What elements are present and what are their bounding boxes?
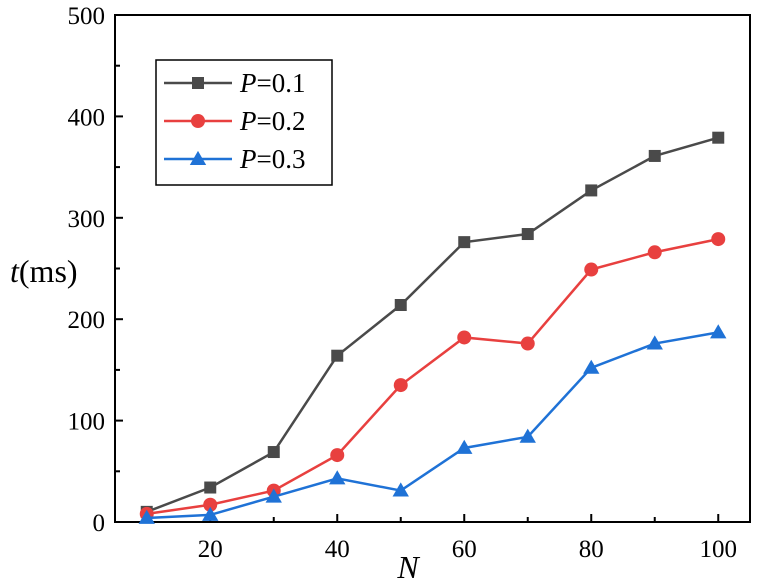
series-line bbox=[146, 331, 719, 520]
y-tick-label: 500 bbox=[68, 3, 106, 30]
y-tick-label: 200 bbox=[68, 307, 106, 334]
y-tick-label: 400 bbox=[68, 104, 106, 131]
data-point bbox=[265, 488, 282, 503]
data-point bbox=[519, 428, 536, 443]
data-point bbox=[392, 482, 409, 497]
data-point bbox=[394, 299, 407, 312]
legend-label-italic: P bbox=[239, 68, 257, 98]
series-line bbox=[146, 136, 719, 514]
legend-label: P=0.1 bbox=[239, 68, 305, 98]
data-point bbox=[585, 184, 598, 197]
x-tick-label: 60 bbox=[452, 536, 477, 563]
axes: 0 100 200 300 400 500 20 40 60 80 100 bbox=[68, 3, 751, 563]
x-tick-label: 80 bbox=[579, 536, 604, 563]
y-tick-label: 0 bbox=[93, 510, 106, 537]
legend-label-italic: P bbox=[239, 106, 257, 136]
data-point bbox=[521, 228, 534, 241]
y-axis-title-italic: t bbox=[10, 253, 20, 289]
data-point bbox=[647, 245, 662, 260]
data-point bbox=[138, 509, 155, 524]
data-point bbox=[711, 232, 726, 247]
legend-label: P=0.2 bbox=[239, 106, 305, 136]
data-point bbox=[457, 330, 472, 345]
data-point bbox=[202, 506, 219, 521]
y-tick-label: 300 bbox=[68, 206, 106, 233]
legend-box bbox=[155, 59, 333, 186]
data-point bbox=[203, 497, 218, 512]
x-axis-title: N bbox=[396, 549, 420, 583]
data-point bbox=[712, 131, 725, 144]
data-point bbox=[584, 262, 599, 277]
data-point bbox=[710, 324, 727, 339]
y-tick-label: 100 bbox=[68, 409, 106, 436]
data-point bbox=[458, 236, 471, 249]
data-point bbox=[204, 481, 217, 494]
data-point bbox=[267, 446, 280, 459]
series-line bbox=[146, 237, 719, 516]
legend-label-italic: P bbox=[239, 144, 257, 174]
y-axis-title: t(ms) bbox=[10, 253, 78, 289]
series-1 bbox=[140, 131, 725, 518]
series-3 bbox=[138, 324, 727, 524]
legend-item-3: P=0.3 bbox=[164, 144, 305, 174]
data-point bbox=[331, 349, 344, 362]
legend-marker bbox=[191, 114, 205, 128]
x-tick-label: 40 bbox=[325, 536, 350, 563]
series-layer bbox=[138, 131, 727, 524]
data-point bbox=[648, 149, 661, 162]
y-axis-title-unit: (ms) bbox=[19, 253, 78, 289]
x-tick-label: 100 bbox=[700, 536, 738, 563]
data-point bbox=[583, 359, 600, 374]
legend-label-rest: =0.3 bbox=[257, 144, 306, 174]
legend-label-rest: =0.2 bbox=[257, 106, 306, 136]
data-point bbox=[393, 378, 408, 393]
data-point bbox=[456, 439, 473, 454]
data-point bbox=[329, 470, 346, 485]
legend: P=0.1P=0.2P=0.3 bbox=[155, 59, 333, 186]
legend-marker bbox=[189, 150, 207, 165]
legend-marker bbox=[192, 77, 204, 89]
legend-label: P=0.3 bbox=[239, 144, 305, 174]
data-point bbox=[330, 448, 345, 463]
legend-label-rest: =0.1 bbox=[257, 68, 306, 98]
data-point bbox=[520, 336, 535, 351]
legend-item-1: P=0.1 bbox=[164, 68, 305, 98]
legend-item-2: P=0.2 bbox=[164, 106, 305, 136]
x-tick-label: 20 bbox=[198, 536, 223, 563]
data-point bbox=[646, 335, 663, 350]
